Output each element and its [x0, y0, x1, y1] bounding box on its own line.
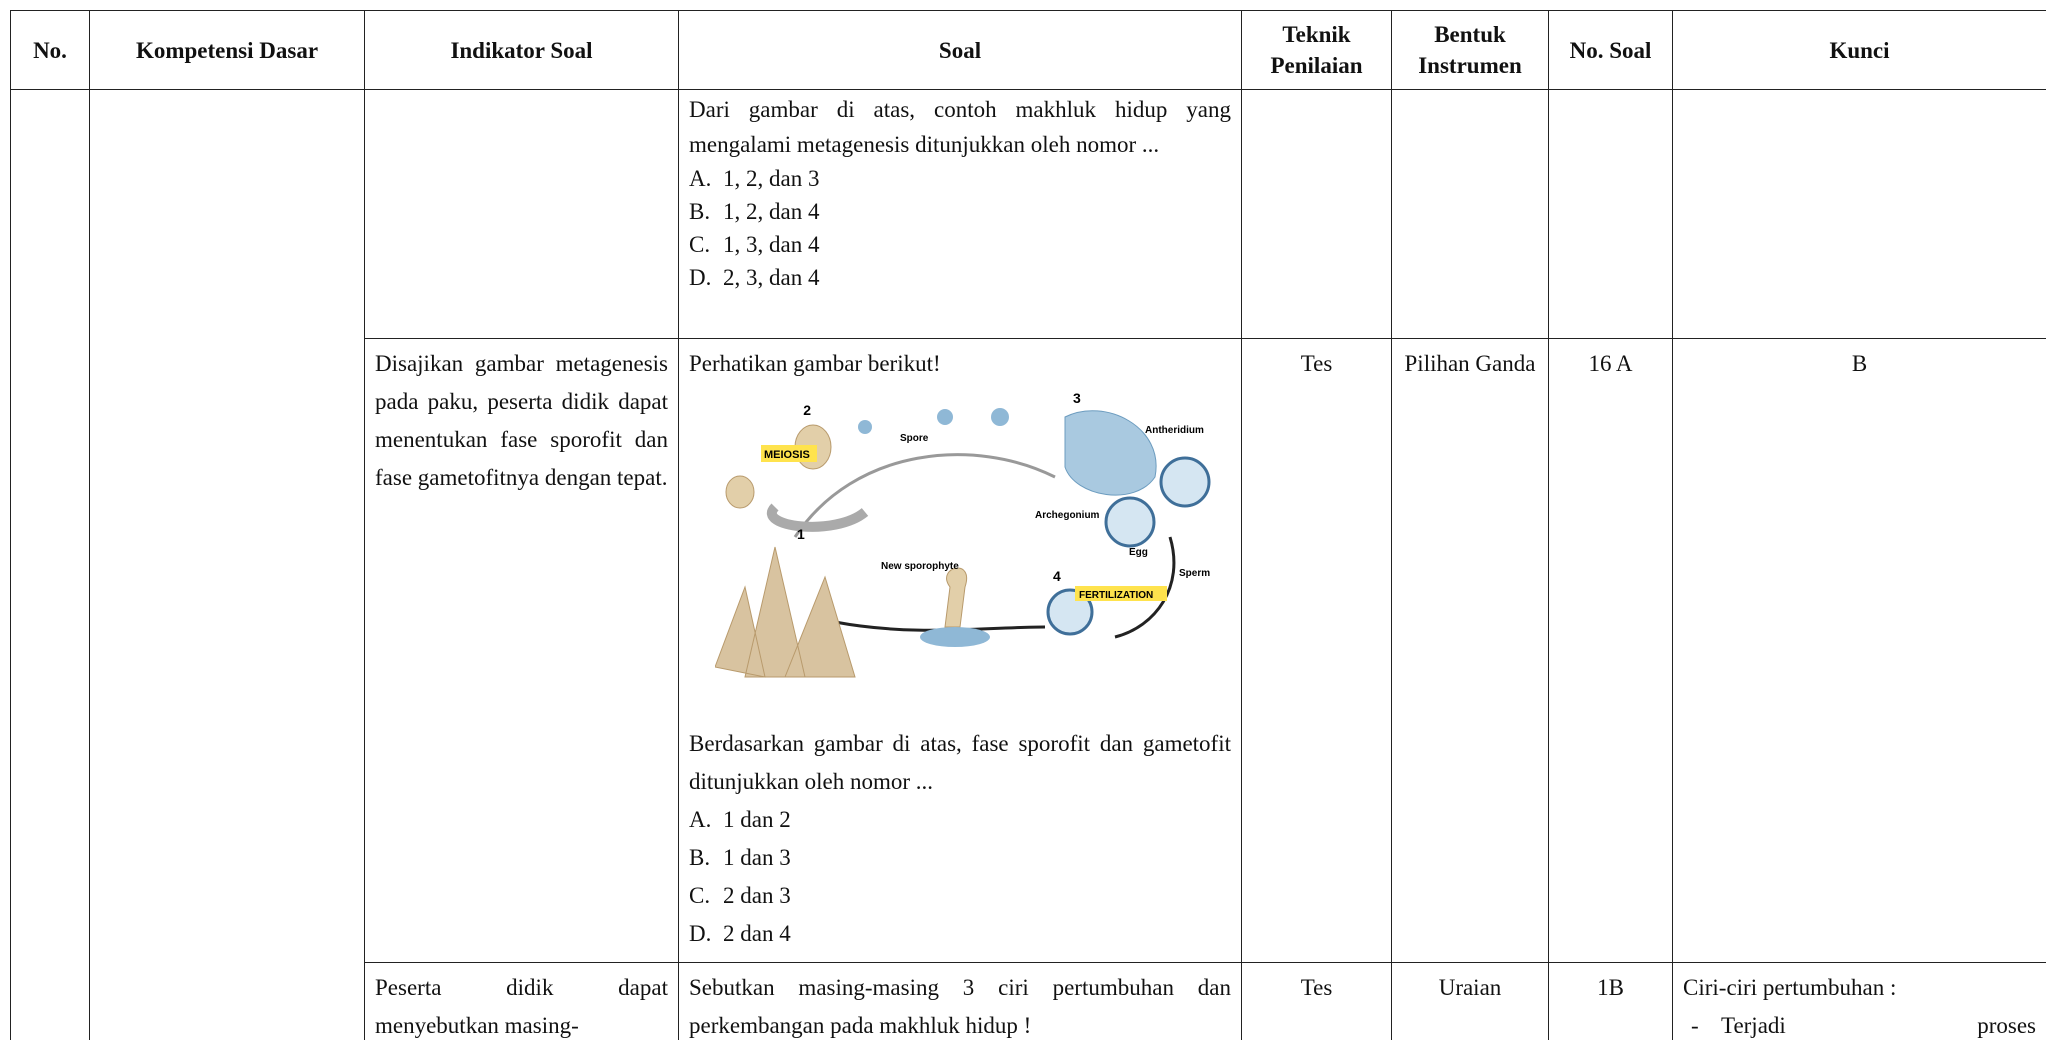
kunci-dash: - [1691, 1013, 1699, 1038]
kunci-cell: Ciri-ciri pertumbuhan : - Terjadi proses [1672, 962, 2046, 1040]
header-cell: No. [10, 10, 90, 90]
soal-text: Berdasarkan gambar di atas, fase sporofi… [689, 731, 1231, 794]
option-letter: A. [689, 166, 712, 191]
figure-label: 3 [1073, 390, 1081, 406]
row: Peserta didik dapat menyebutkan masing- … [11, 962, 2046, 1040]
option: C. 2 dan 3 [689, 877, 1231, 915]
figure-label: FERTILIZATION [1079, 590, 1153, 601]
cell [1241, 89, 1392, 339]
bentuk-cell: Uraian [1391, 962, 1549, 1040]
header-cell: Kunci [1672, 10, 2046, 90]
kunci-title: Ciri-ciri pertumbuhan : [1683, 975, 1897, 1000]
option-text: 1 dan 3 [723, 845, 791, 870]
header-cell: No. Soal [1548, 10, 1673, 90]
option-text: 1, 2, dan 3 [723, 166, 820, 191]
soal-cell: Perhatikan gambar berikut! 2 Spore 3 Ant… [678, 338, 1242, 963]
option-letter: C. [689, 883, 711, 908]
figure-label: Archegonium [1035, 510, 1100, 521]
figure-label: Antheridium [1145, 425, 1204, 436]
soal-intro: Perhatikan gambar berikut! [689, 351, 941, 376]
option-letter: D. [689, 265, 712, 290]
option: C. 1, 3, dan 4 [689, 228, 1231, 261]
cell [10, 89, 90, 1040]
kunci-cell: B [1672, 338, 2046, 963]
cell [1548, 89, 1673, 339]
option-text: 1 dan 2 [723, 807, 791, 832]
option-letter: D. [689, 921, 712, 946]
header-cell: Indikator Soal [364, 10, 679, 90]
header-cell: Teknik Penilaian [1241, 10, 1392, 90]
option-letter: C. [689, 232, 711, 257]
header-cell: Soal [678, 10, 1242, 90]
figure-label: Sperm [1179, 568, 1210, 579]
option: B. 1, 2, dan 4 [689, 195, 1231, 228]
kisi-kisi-table: No. Kompetensi Dasar Indikator Soal Soal… [10, 10, 2046, 1040]
option-text: 2 dan 3 [723, 883, 791, 908]
option-letter: B. [689, 845, 711, 870]
option-text: 2 dan 4 [723, 921, 791, 946]
option: A. 1 dan 2 [689, 801, 1231, 839]
cell [89, 89, 365, 1040]
teknik-cell: Tes [1241, 962, 1392, 1040]
cell [1672, 89, 2046, 339]
soal-text: Dari gambar di atas, contoh makhluk hidu… [689, 97, 1231, 157]
figure-label: 4 [1053, 568, 1061, 584]
header-cell: Bentuk Instrumen [1391, 10, 1549, 90]
figure-label: MEIOSIS [764, 449, 810, 461]
figure-label: New sporophyte [881, 561, 959, 572]
soal-cell: Dari gambar di atas, contoh makhluk hidu… [678, 89, 1242, 339]
option-text: 1, 3, dan 4 [723, 232, 820, 257]
header-row: No. Kompetensi Dasar Indikator Soal Soal… [10, 10, 2046, 90]
option-letter: B. [689, 199, 711, 224]
option: D. 2 dan 4 [689, 915, 1231, 953]
figure-label: Spore [900, 433, 929, 444]
cell [364, 89, 679, 339]
teknik-cell: Tes [1241, 338, 1392, 963]
no-soal-cell: 1B [1548, 962, 1673, 1040]
kunci-item: - Terjadi proses [1683, 1007, 2036, 1040]
figure-label: Egg [1129, 547, 1148, 558]
figure-label: 1 [797, 526, 805, 542]
bentuk-cell: Pilihan Ganda [1391, 338, 1549, 963]
kunci-text: Terjadi proses [1721, 1013, 2036, 1038]
option: B. 1 dan 3 [689, 839, 1231, 877]
row: Dari gambar di atas, contoh makhluk hidu… [10, 89, 2046, 1040]
indikator-cell: Disajikan gambar metagenesis pada paku, … [364, 338, 679, 963]
indikator-cell: Peserta didik dapat menyebutkan masing- [364, 962, 679, 1040]
option: D. 2, 3, dan 4 [689, 261, 1231, 294]
document: No. Kompetensi Dasar Indikator Soal Soal… [10, 10, 2046, 1040]
header-cell: Kompetensi Dasar [89, 10, 365, 90]
cell [1391, 89, 1549, 339]
option-text: 2, 3, dan 4 [723, 265, 820, 290]
no-soal-cell: 16 A [1548, 338, 1673, 963]
fern-life-cycle-figure: 2 Spore 3 Antheridium MEIOSIS Archegoniu… [715, 390, 1211, 678]
option-text: 1, 2, dan 4 [723, 199, 820, 224]
option: A. 1, 2, dan 3 [689, 162, 1231, 195]
option-letter: A. [689, 807, 712, 832]
figure-drawing [715, 408, 1211, 678]
soal-cell: Sebutkan masing-masing 3 ciri pertumbuha… [678, 962, 1242, 1040]
figure-label: 2 [803, 402, 811, 418]
row: Disajikan gambar metagenesis pada paku, … [11, 338, 2046, 963]
